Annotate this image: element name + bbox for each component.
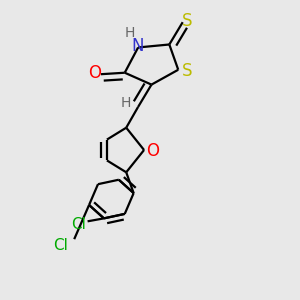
Text: Cl: Cl bbox=[53, 238, 68, 253]
Text: S: S bbox=[182, 12, 192, 30]
Text: H: H bbox=[120, 96, 131, 110]
Text: H: H bbox=[124, 26, 135, 40]
Text: S: S bbox=[182, 62, 192, 80]
Text: N: N bbox=[132, 37, 144, 55]
Text: Cl: Cl bbox=[71, 217, 86, 232]
Text: O: O bbox=[88, 64, 101, 82]
Text: O: O bbox=[146, 142, 159, 160]
